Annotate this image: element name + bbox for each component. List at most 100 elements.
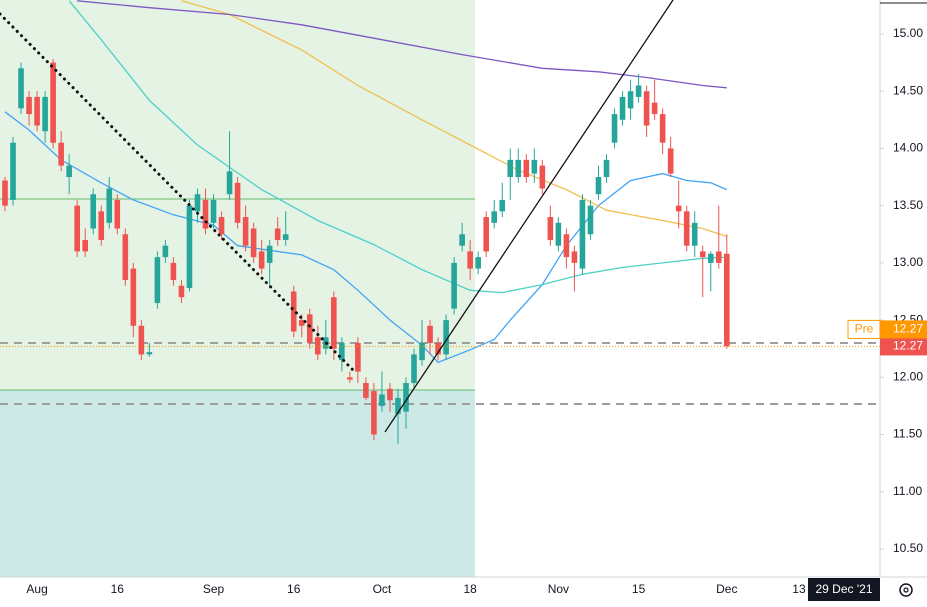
candle-body — [50, 62, 56, 143]
premarket-price: 12.27 — [893, 322, 923, 336]
candle-body — [587, 205, 594, 235]
candle-body — [138, 325, 145, 355]
candle-body — [427, 325, 433, 343]
candle-body — [643, 91, 650, 126]
candle-body — [186, 205, 193, 289]
candle-body — [146, 352, 153, 355]
x-tick-label: Dec — [716, 582, 737, 596]
zone-lower — [0, 390, 475, 577]
moving-average — [4, 111, 728, 364]
candle-body — [563, 234, 570, 258]
y-tick-label: 13.00 — [893, 255, 923, 269]
candle-body — [258, 251, 265, 269]
candle-body — [715, 251, 722, 263]
candle-body — [635, 85, 642, 97]
x-tick-label: 13 — [792, 582, 806, 596]
candle-body — [547, 217, 554, 240]
candle-body — [82, 239, 88, 252]
candle-body — [226, 171, 233, 195]
candle-body — [611, 114, 618, 143]
x-tick-label: 16 — [287, 582, 301, 596]
candle-body — [154, 257, 161, 303]
moving-average — [68, 0, 727, 294]
candle-body — [74, 205, 80, 252]
candle-body — [363, 383, 369, 398]
candle-body — [707, 253, 714, 263]
gear-center[interactable] — [903, 587, 909, 593]
candle-body — [459, 234, 465, 246]
x-tick-label: 18 — [463, 582, 477, 596]
candle-body — [683, 211, 690, 246]
candle-body — [523, 159, 530, 178]
candle-body — [290, 291, 297, 332]
candle-body — [627, 91, 634, 109]
date-box — [808, 578, 880, 601]
candle-body — [194, 194, 201, 212]
candle-body — [499, 199, 506, 212]
candle-body — [298, 320, 305, 326]
y-tick-label: 10.50 — [893, 541, 923, 555]
candle-body — [242, 217, 249, 246]
candle-body — [339, 342, 345, 361]
candle-body — [122, 234, 129, 281]
candle-body — [234, 182, 241, 223]
y-tick-label: 11.50 — [893, 427, 922, 441]
premarket-box — [880, 320, 927, 339]
candle-body — [162, 245, 169, 258]
candle-body — [531, 159, 538, 174]
y-tick-label: 12.00 — [893, 369, 923, 383]
candle-body — [98, 211, 105, 240]
candle-body — [387, 388, 393, 401]
candle-body — [34, 96, 40, 126]
candle-body — [282, 234, 289, 240]
candle-body — [347, 377, 353, 380]
candle-body — [66, 165, 72, 178]
candle-body — [539, 165, 546, 189]
last-price-label: 12.27 — [893, 339, 923, 353]
y-tick-label: 11.00 — [893, 484, 922, 498]
gear[interactable] — [899, 583, 913, 597]
crosshair-date: 29 Dec '21 — [816, 582, 873, 596]
candle-body — [667, 148, 674, 174]
candle-body — [58, 142, 64, 166]
x-tick-label: Aug — [26, 582, 47, 596]
candle-body — [26, 96, 32, 115]
candle-body — [483, 217, 489, 252]
candle-body — [595, 177, 602, 195]
moving-average — [181, 0, 728, 238]
x-tick-label: 15 — [632, 582, 646, 596]
candle-body — [603, 159, 610, 178]
candle-body — [130, 268, 137, 326]
candle-body — [10, 142, 16, 200]
candle-body — [443, 320, 449, 355]
candle-body — [114, 199, 121, 229]
candle-body — [651, 102, 658, 115]
x-tick-label: 16 — [111, 582, 125, 596]
candle-body — [467, 251, 473, 269]
candle-body — [18, 68, 24, 109]
y-tick-label: 14.50 — [893, 83, 923, 97]
candle-body — [555, 222, 562, 246]
candle-body — [2, 180, 8, 206]
candle-body — [619, 96, 626, 120]
trend-line-dotted — [0, 12, 357, 374]
candle-body — [691, 222, 698, 246]
axes: 10.5011.0011.5012.0012.5013.0013.5014.00… — [26, 26, 927, 596]
candle-body — [579, 199, 586, 269]
candle-body — [451, 262, 457, 309]
plot — [0, 0, 880, 444]
candle-body — [266, 245, 273, 263]
candle-body — [210, 199, 217, 223]
candle-body — [411, 354, 417, 384]
settings-icon[interactable] — [899, 583, 913, 597]
candle-body — [475, 257, 481, 269]
x-tick-label: Nov — [548, 582, 569, 596]
trend-line — [384, 0, 674, 433]
candle-body — [491, 211, 498, 223]
candle-body — [395, 397, 401, 414]
candle-body — [419, 342, 425, 361]
candle-body — [306, 314, 313, 343]
y-tick-label: 13.50 — [893, 198, 923, 212]
